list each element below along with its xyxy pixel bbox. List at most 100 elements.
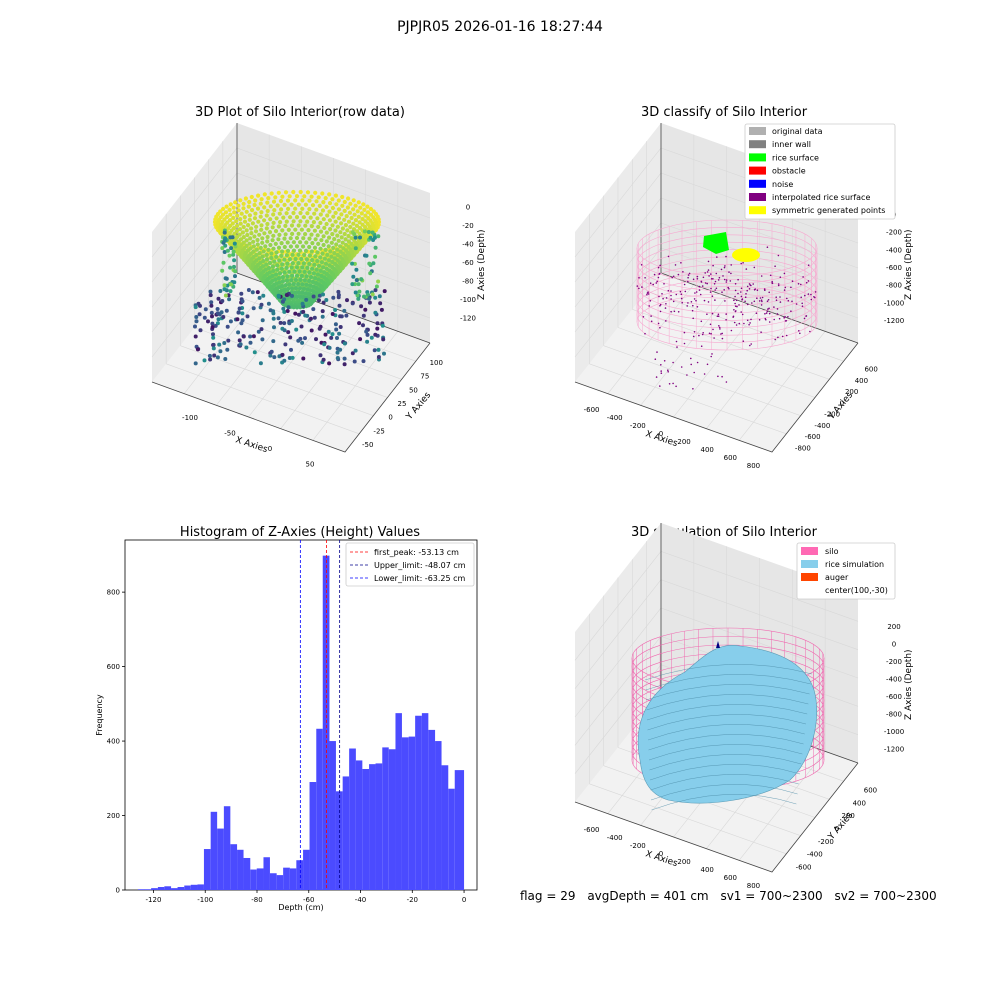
rice-surface-gridline	[651, 794, 797, 811]
raw-point	[312, 262, 317, 267]
raw-point	[378, 301, 383, 306]
legend-label: rice surface	[772, 153, 819, 162]
interpolated-point	[653, 273, 656, 276]
interpolated-point	[696, 306, 699, 308]
raw-point	[236, 203, 241, 208]
raw-point	[311, 271, 316, 276]
interpolated-point	[693, 331, 696, 333]
raw-point	[370, 230, 375, 235]
raw-point	[308, 215, 313, 220]
raw-point	[298, 277, 303, 282]
simulation-x-tick: 600	[724, 874, 737, 882]
raw-point	[342, 208, 347, 213]
raw-point	[280, 284, 285, 289]
raw-point	[324, 298, 329, 302]
raw-point	[313, 237, 318, 242]
raw-point	[358, 235, 362, 240]
raw-point	[310, 258, 315, 263]
raw-point	[296, 261, 301, 266]
raw-point	[335, 356, 340, 360]
raw-point	[262, 231, 267, 236]
histogram-x-label: Depth (cm)	[278, 903, 323, 912]
raw-point	[345, 205, 350, 210]
interpolated-point	[690, 363, 692, 366]
interpolated-point	[758, 319, 761, 321]
raw-point	[258, 260, 263, 265]
histogram-bar	[441, 765, 449, 890]
raw-point	[264, 213, 269, 218]
histogram-bar	[401, 737, 409, 890]
raw-point	[239, 211, 244, 216]
raw-point	[259, 227, 264, 232]
interpolated-point	[693, 371, 695, 374]
raw-z-tick: 0	[466, 203, 470, 211]
interpolated-point	[659, 303, 662, 306]
interpolated-point	[761, 300, 763, 303]
histogram-bar	[137, 889, 145, 890]
raw-point	[247, 217, 252, 222]
raw-point	[276, 316, 281, 321]
histogram-bar	[256, 868, 264, 890]
raw-point	[211, 342, 216, 347]
raw-point	[263, 267, 268, 272]
raw-point	[318, 255, 323, 260]
raw-point	[215, 311, 220, 316]
raw-point	[290, 261, 295, 266]
raw-point	[265, 239, 270, 244]
raw-point	[318, 220, 323, 225]
raw-point	[329, 335, 334, 340]
interpolated-point	[761, 296, 764, 299]
legend-label: first_peak: -53.13 cm	[374, 548, 459, 557]
raw-point	[287, 356, 292, 360]
sv2-value: sv2 = 700~2300	[834, 889, 937, 903]
interpolated-point	[710, 287, 712, 290]
raw-point	[253, 198, 258, 203]
raw-point	[263, 244, 268, 249]
grid-line	[646, 290, 844, 362]
raw-point	[259, 327, 264, 332]
interpolated-point	[692, 317, 694, 320]
raw-point	[276, 276, 281, 281]
raw-point	[222, 230, 227, 235]
raw-point	[304, 240, 309, 245]
interpolated-point	[744, 300, 746, 303]
interpolated-point	[664, 307, 667, 309]
raw-point	[350, 351, 355, 356]
interpolated-point	[710, 355, 712, 358]
raw-point	[240, 318, 245, 323]
interpolated-point	[698, 334, 700, 337]
raw-y-tick: -25	[373, 427, 384, 435]
raw-z-tick: -100	[460, 296, 476, 304]
symmetric-points-patch	[732, 248, 760, 262]
interpolated-point	[768, 291, 770, 294]
raw-point	[228, 289, 233, 294]
raw-point	[307, 236, 312, 241]
raw-point	[309, 328, 314, 333]
x-tick-label: -120	[146, 896, 162, 904]
interpolated-point	[684, 290, 687, 293]
raw-point	[254, 224, 259, 229]
interpolated-point	[766, 300, 769, 303]
raw-point	[334, 327, 339, 332]
raw-point	[353, 290, 358, 295]
raw-point	[296, 231, 301, 236]
raw-point	[256, 329, 261, 334]
raw-point	[299, 273, 304, 278]
raw-point	[312, 228, 317, 233]
raw-point	[282, 321, 287, 326]
raw-point	[336, 198, 341, 203]
raw-point	[363, 213, 368, 218]
histogram-bar	[243, 857, 251, 890]
raw-point	[287, 194, 292, 199]
raw-point	[268, 308, 273, 313]
interpolated-point	[659, 310, 662, 313]
raw-point	[357, 321, 362, 326]
interpolated-point	[647, 293, 650, 295]
interpolated-point	[756, 297, 758, 300]
raw-point	[324, 204, 329, 209]
histogram-bar	[157, 887, 165, 890]
raw-point	[286, 330, 291, 335]
raw-point	[339, 235, 344, 240]
interpolated-point	[723, 266, 726, 269]
histogram-vlines	[299, 540, 341, 890]
